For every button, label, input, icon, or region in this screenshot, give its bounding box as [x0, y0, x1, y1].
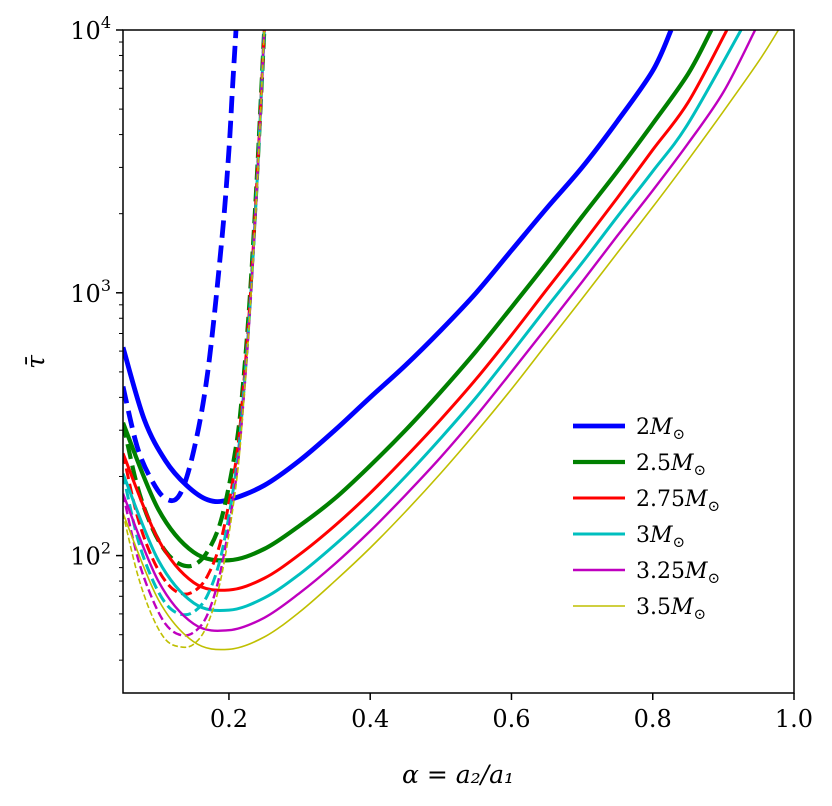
legend: 2M⊙ 2.5M⊙ 2.75M⊙ 3M⊙ 3.25M⊙ 3.5M⊙	[573, 415, 720, 623]
series-solid-line	[123, 30, 729, 592]
series-dashed-line	[123, 30, 266, 649]
series-group	[123, 30, 729, 596]
plot-series-layer	[123, 30, 780, 651]
y-tick-label: 104	[70, 13, 111, 45]
legend-item: 2.75M⊙	[573, 487, 720, 515]
series-dashed-line	[123, 30, 239, 504]
legend-item: 3.5M⊙	[573, 595, 706, 623]
legend-item: 2.5M⊙	[573, 451, 706, 479]
legend-label: 3.5M⊙	[636, 595, 706, 623]
y-axis: 102 103 104	[70, 13, 123, 661]
legend-item: 2M⊙	[573, 415, 685, 443]
series-solid-line	[123, 30, 757, 633]
series-dashed-line	[123, 30, 266, 596]
legend-label: 3.25M⊙	[636, 559, 720, 587]
series-group	[123, 30, 674, 505]
x-tick-label: 0.4	[351, 705, 389, 733]
x-tick-label: 0.8	[634, 705, 672, 733]
x-tick-label: 1.0	[775, 705, 813, 733]
legend-item: 3M⊙	[573, 523, 685, 551]
series-dashed-line	[123, 30, 266, 637]
series-solid-line	[123, 30, 674, 505]
plot-frame	[122, 29, 795, 694]
y-tick-label: 103	[70, 276, 111, 308]
x-tick-label: 0.6	[492, 705, 530, 733]
series-solid-line	[123, 30, 743, 613]
legend-label: 2M⊙	[636, 415, 685, 443]
series-group	[123, 30, 780, 651]
legend-label: 2.75M⊙	[636, 487, 720, 515]
y-axis-label: τ̄	[21, 354, 50, 369]
x-tick-label: 0.2	[210, 705, 248, 733]
series-dashed-line	[123, 30, 267, 569]
series-solid-line	[123, 30, 780, 651]
legend-item: 3.25M⊙	[573, 559, 720, 587]
x-axis-label: α = a₂/a₁	[402, 760, 514, 789]
x-axis: 0.2 0.4 0.6 0.8 1.0	[210, 693, 813, 733]
legend-label: 3M⊙	[636, 523, 685, 551]
y-tick-label: 102	[70, 539, 111, 571]
legend-label: 2.5M⊙	[636, 451, 706, 479]
